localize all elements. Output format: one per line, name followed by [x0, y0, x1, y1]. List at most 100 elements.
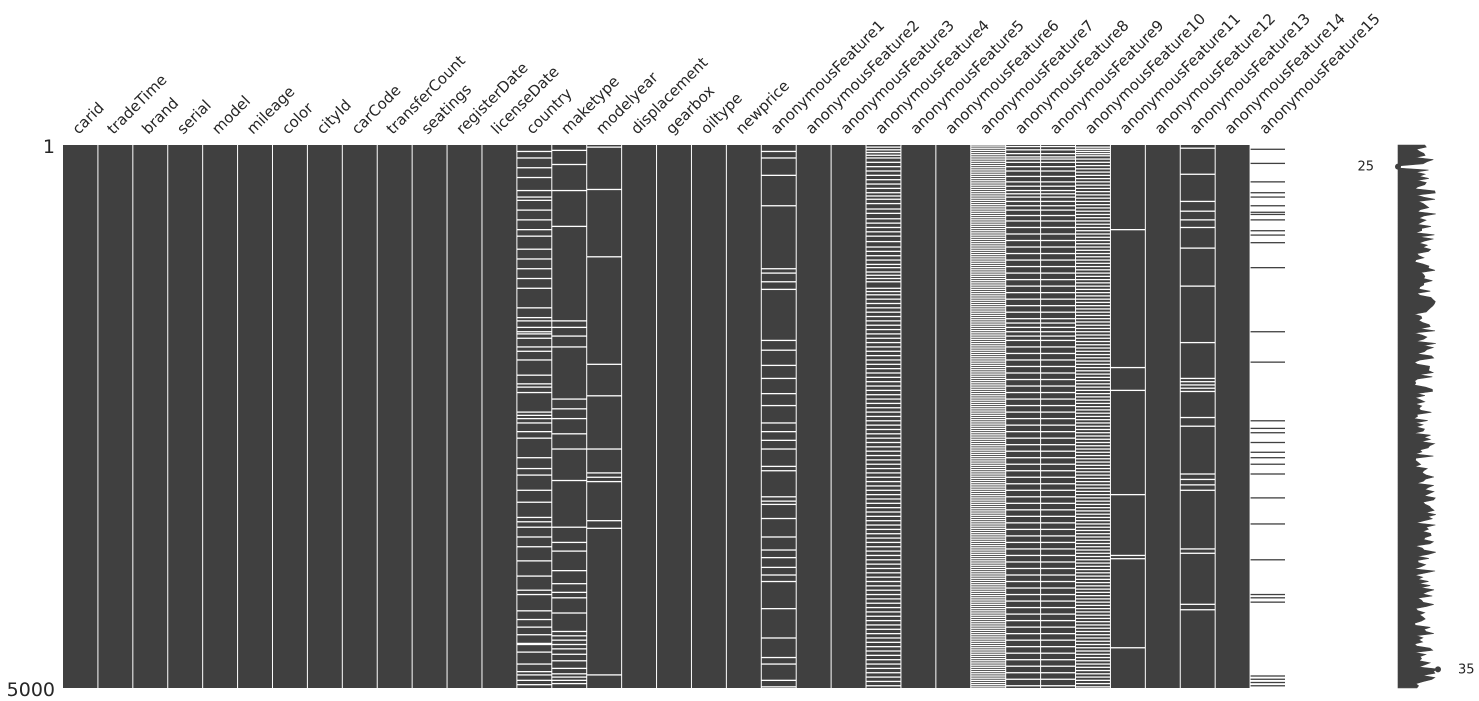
missing-mark [516, 560, 552, 562]
missing-mark [1075, 480, 1111, 483]
missing-mark [866, 302, 901, 305]
missing-mark [1005, 196, 1041, 198]
column-anonymousFeature9 [1040, 145, 1076, 688]
missing-mark [551, 635, 587, 637]
missing-mark [970, 590, 1006, 592]
column-fill [1180, 145, 1216, 688]
column-licenseDate [481, 145, 517, 688]
missing-mark [1040, 149, 1076, 151]
missing-mark [970, 184, 1006, 186]
missing-mark [1040, 161, 1076, 163]
missing-mark [1180, 173, 1216, 175]
missing-mark [1075, 686, 1111, 688]
missing-mark [1075, 376, 1111, 378]
missing-mark [1005, 685, 1041, 687]
missing-mark [1040, 470, 1076, 472]
missing-mark [1040, 181, 1076, 183]
missing-mark [970, 421, 1006, 423]
missing-mark [866, 259, 901, 261]
missing-mark [586, 520, 622, 522]
missing-mark [970, 458, 1006, 460]
missing-mark [970, 390, 1006, 393]
missing-mark [1005, 278, 1041, 281]
missing-mark [516, 258, 552, 260]
missing-mark [1110, 554, 1146, 557]
missing-mark [970, 640, 1006, 642]
column-seatings [412, 145, 448, 688]
missing-mark [1005, 322, 1041, 324]
missing-mark [1005, 548, 1041, 550]
missing-mark [970, 425, 1006, 427]
missing-mark [516, 437, 552, 439]
missing-mark [970, 429, 1006, 432]
missing-mark [551, 597, 587, 599]
missing-mark [970, 503, 1006, 506]
missing-mark [761, 272, 797, 274]
missing-mark [1075, 204, 1111, 206]
column-maketype [551, 145, 587, 688]
missing-mark [970, 655, 1006, 658]
missing-mark [516, 536, 552, 538]
missing-mark [1075, 673, 1111, 675]
missing-mark [970, 608, 1006, 610]
missing-mark [866, 593, 901, 596]
missing-mark [866, 376, 901, 378]
missing-mark [1075, 653, 1111, 655]
missing-mark [866, 255, 901, 257]
missing-mark [1075, 660, 1111, 662]
missing-mark [866, 240, 901, 243]
missing-mark [970, 614, 1006, 616]
column-fill [586, 145, 622, 688]
missing-mark [970, 612, 1006, 614]
column-labels: caridtradeTimebrandserialmodelmileagecol… [69, 10, 1384, 138]
missing-mark [1075, 643, 1111, 646]
missing-mark [1040, 489, 1076, 491]
missing-mark [970, 681, 1006, 684]
column-fill [132, 145, 168, 688]
missing-mark [970, 382, 1006, 384]
missing-mark [1075, 246, 1111, 248]
missing-mark [970, 253, 1006, 256]
missing-mark [970, 469, 1006, 471]
missing-mark [866, 659, 901, 661]
missing-mark [970, 675, 1006, 677]
missing-mark [1040, 424, 1076, 426]
missing-mark [1075, 223, 1111, 225]
missing-mark [1005, 161, 1041, 163]
missing-mark [516, 643, 552, 646]
missing-mark [761, 281, 797, 283]
missing-mark [1075, 207, 1111, 209]
column-fill [796, 145, 832, 688]
present-mark [1250, 181, 1285, 183]
missing-mark [551, 398, 587, 400]
missing-mark [1075, 402, 1111, 405]
missing-mark [970, 581, 1006, 584]
missing-mark [866, 485, 901, 487]
missing-mark [1040, 522, 1076, 524]
missing-mark [866, 654, 901, 657]
missing-mark [551, 448, 587, 450]
missing-mark [970, 180, 1006, 182]
missing-mark [1040, 535, 1076, 537]
missing-mark [1075, 360, 1111, 362]
missing-mark [1075, 389, 1111, 392]
missing-mark [866, 428, 901, 431]
missing-mark [1040, 205, 1076, 207]
missing-mark [1075, 150, 1111, 153]
present-mark [1250, 162, 1285, 165]
missing-mark [1005, 659, 1041, 661]
missing-mark [761, 503, 797, 506]
missing-mark [551, 660, 587, 662]
missing-mark [970, 584, 1006, 586]
missing-mark [1040, 166, 1076, 168]
missing-mark [866, 226, 901, 229]
missing-mark [970, 251, 1006, 254]
missing-mark [970, 364, 1006, 367]
missing-mark [516, 642, 552, 645]
missing-mark [970, 210, 1006, 212]
missing-mark [866, 320, 901, 322]
missing-mark [761, 448, 797, 450]
missing-mark [866, 598, 901, 600]
missing-mark [1005, 170, 1041, 172]
missing-mark [866, 192, 901, 194]
